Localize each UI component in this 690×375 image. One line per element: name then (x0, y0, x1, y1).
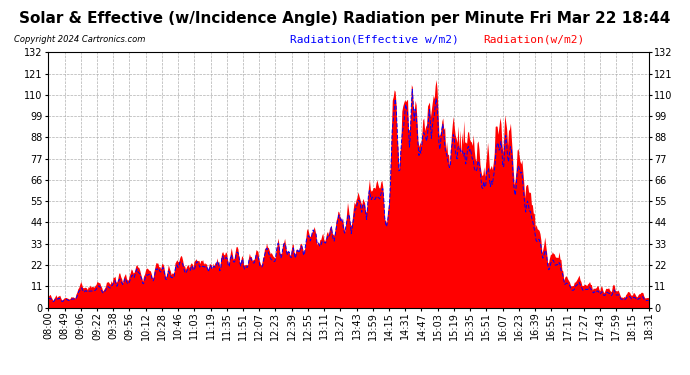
Text: Radiation(Effective w/m2): Radiation(Effective w/m2) (290, 34, 459, 44)
Text: Solar & Effective (w/Incidence Angle) Radiation per Minute Fri Mar 22 18:44: Solar & Effective (w/Incidence Angle) Ra… (19, 11, 671, 26)
Text: Copyright 2024 Cartronics.com: Copyright 2024 Cartronics.com (14, 35, 145, 44)
Text: Radiation(w/m2): Radiation(w/m2) (483, 34, 584, 44)
